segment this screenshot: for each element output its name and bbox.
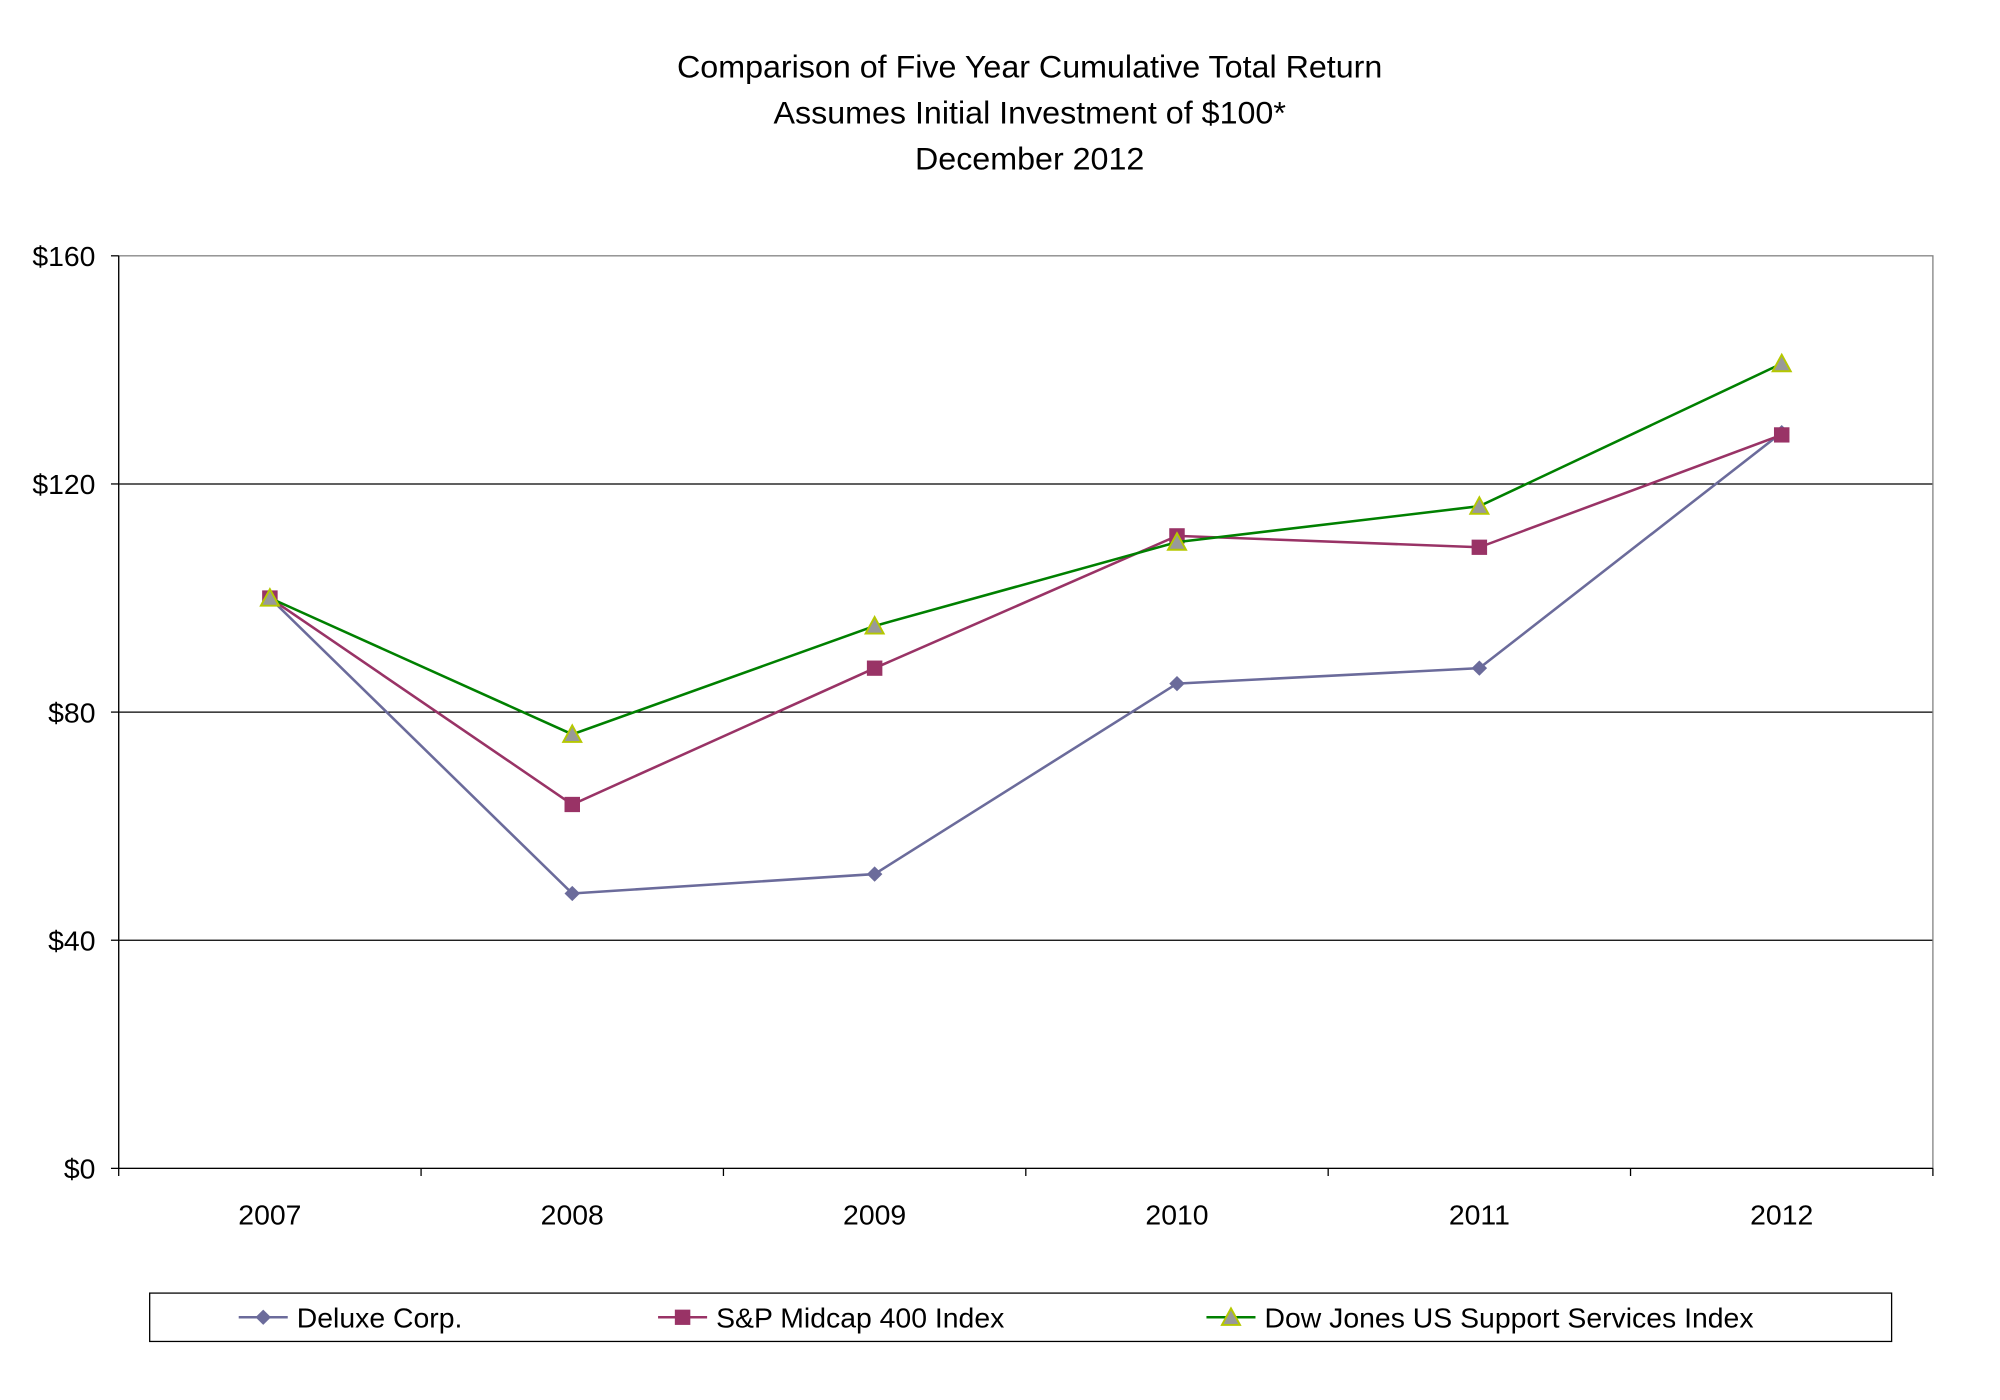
series-1 [262,427,1790,813]
data-point [564,885,580,902]
data-point [1471,539,1488,555]
y-tick-label: $120 [32,468,95,500]
data-point [1166,531,1188,551]
data-point [866,866,883,882]
x-axis: 2007 2008 2009 2010 2011 2012 [118,1167,1934,1231]
x-tick-label: 2010 [1145,1199,1208,1231]
data-point [1169,675,1185,692]
series-line [268,431,1783,895]
series-2 [259,352,1793,743]
y-tick-label: $40 [48,925,95,957]
y-tick-label: $0 [64,1153,96,1185]
legend: Deluxe Corp. S&P Midcap 400 Index Dow Jone… [238,1302,1754,1334]
chart-title-line-1: Comparison of Five Year Cumulative Total… [677,49,1382,85]
x-tick-label: 2008 [541,1199,604,1231]
data-point [1771,352,1793,373]
gridlines [118,483,1933,941]
x-tick-label: 2011 [1449,1199,1510,1231]
y-tick-label: $80 [48,696,95,728]
series-group [259,352,1793,902]
data-point [1773,427,1790,443]
legend-label: Dow Jones US Support Services Index [1265,1302,1754,1334]
legend-label: Deluxe Corp. [297,1302,463,1334]
series-0 [262,424,1790,902]
data-point [1468,495,1491,515]
legend-item-2: Dow Jones US Support Services Index [1206,1302,1754,1334]
data-point [259,587,281,607]
x-tick-label: 2007 [238,1199,301,1231]
series-line [269,433,1783,806]
legend-box [149,1292,1893,1343]
data-point [564,796,580,813]
data-point [863,615,886,635]
legend-label: S&P Midcap 400 Index [716,1302,1004,1334]
legend-item-1: S&P Midcap 400 Index [658,1302,1004,1334]
chart-title-line-3: December 2012 [915,140,1144,176]
data-point [561,723,583,743]
data-point [1471,660,1488,676]
legend-marker-icon [674,1309,691,1325]
y-axis: $0 $40 $80 $120 $160 [32,240,120,1185]
series-line [269,362,1783,736]
legend-marker-icon [1220,1306,1242,1326]
y-tick-label: $160 [32,240,95,272]
x-tick-label: 2009 [843,1199,906,1231]
chart-title-line-2: Assumes Initial Investment of $100* [773,95,1285,131]
legend-item-0: Deluxe Corp. [238,1302,463,1334]
x-tick-label: 2012 [1750,1199,1813,1231]
data-point [866,660,883,676]
